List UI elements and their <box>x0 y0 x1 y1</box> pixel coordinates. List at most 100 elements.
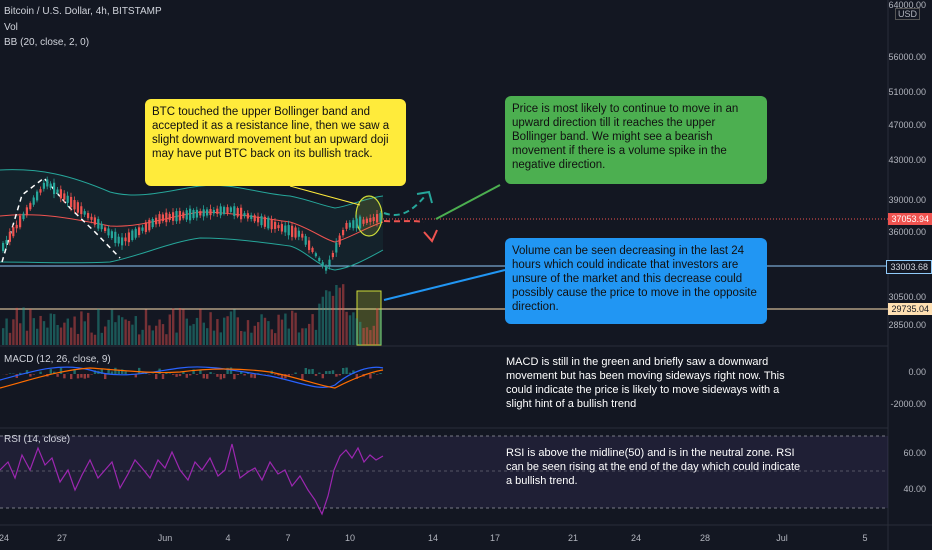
rsi-line <box>0 443 384 516</box>
macd-histogram-bar <box>195 374 199 375</box>
macd-histogram-bar <box>321 374 324 379</box>
green-annotation[interactable]: Price is most likely to continue to move… <box>505 96 767 184</box>
candle-body <box>97 218 100 229</box>
candle-body <box>236 208 239 217</box>
down-arrow-head <box>423 229 438 243</box>
bb-lower <box>0 237 384 271</box>
candle-body <box>161 214 164 222</box>
macd-histogram-bar <box>114 367 117 374</box>
candle-body <box>19 215 22 228</box>
volume-bar <box>8 332 12 345</box>
volume-bar <box>5 318 8 345</box>
candle-body <box>342 229 345 236</box>
time-axis-label: 5 <box>862 533 868 543</box>
rsi-annotation[interactable]: RSI is above the midline(50) and is in t… <box>506 447 801 487</box>
macd-histogram-bar <box>338 374 341 376</box>
macd-histogram-bar <box>379 373 382 374</box>
candle-body <box>185 210 188 220</box>
volume-bar <box>233 309 236 345</box>
volume-bar <box>2 328 5 345</box>
volume-bar <box>100 332 103 345</box>
macd-histogram-bar <box>301 374 304 380</box>
volume-bar <box>202 322 205 345</box>
candle-body <box>29 203 32 210</box>
macd-histogram-bar <box>141 371 144 374</box>
volume-bar <box>284 313 287 345</box>
volume-bar <box>42 321 46 345</box>
candle-body <box>124 237 127 242</box>
macd-histogram-bar <box>63 374 66 379</box>
time-axis-label: 28 <box>699 533 711 543</box>
volume-indicator-label[interactable]: Vol <box>4 22 18 33</box>
volume-bar <box>70 327 73 345</box>
volume-bar <box>12 319 15 345</box>
time-axis-label: 21 <box>567 533 579 543</box>
macd-histogram-bar <box>199 370 202 374</box>
macd-histogram-bar <box>294 372 297 374</box>
volume-bar <box>236 317 239 345</box>
bollinger-fill <box>0 169 383 270</box>
volume-bar <box>15 307 18 345</box>
macd-histogram-bar <box>314 374 318 376</box>
currency-badge[interactable]: USD <box>894 8 920 20</box>
candle-body <box>104 227 107 232</box>
macd-indicator-label[interactable]: MACD (12, 26, close, 9) <box>4 354 111 365</box>
candle-body <box>49 183 52 188</box>
price-scale-label: 47000.00 <box>888 120 926 130</box>
candle-body <box>277 225 280 229</box>
candle-body <box>110 231 113 239</box>
price-scale-label: 51000.00 <box>888 87 926 97</box>
volume-bar <box>314 329 318 345</box>
volume-bar <box>46 327 49 345</box>
macd-histogram-bar <box>189 374 192 376</box>
candle-body <box>66 195 69 203</box>
macd-histogram-bar <box>331 370 335 374</box>
macd-histogram-bar <box>175 374 178 377</box>
volume-bar <box>372 325 375 345</box>
candle-body <box>212 209 215 214</box>
macd-histogram-bar <box>352 370 355 374</box>
blue-annotation[interactable]: Volume can be seen decreasing in the las… <box>505 238 767 324</box>
volume-bar <box>114 322 117 345</box>
candle-body <box>73 200 76 210</box>
candle-body <box>301 233 304 238</box>
candle-body <box>138 227 141 236</box>
candle-body <box>355 218 358 229</box>
price-scale-label: 28500.00 <box>888 320 926 330</box>
rsi-indicator-label[interactable]: RSI (14, close) <box>4 434 71 445</box>
volume-bar <box>22 307 25 345</box>
macd-histogram-bar <box>250 374 253 378</box>
candle-body <box>42 182 45 189</box>
macd-histogram-bar <box>284 374 287 379</box>
yellow-annotation[interactable]: BTC touched the upper Bollinger band and… <box>145 99 406 186</box>
time-axis-label: 24 <box>630 533 642 543</box>
macd-histogram-bar <box>87 374 90 378</box>
macd-histogram-bar <box>185 374 188 378</box>
volume-bar <box>294 312 297 345</box>
price-scale-label: 56000.00 <box>888 52 926 62</box>
macd-histogram-bar <box>110 371 114 374</box>
volume-bar <box>97 308 100 345</box>
candle-body <box>134 228 137 238</box>
candle-body <box>365 218 368 223</box>
candle-body <box>141 227 144 231</box>
macd-histogram-bar <box>345 367 348 374</box>
symbol-title[interactable]: Bitcoin / U.S. Dollar, 4h, BITSTAMP <box>4 6 162 17</box>
candle-body <box>22 213 25 220</box>
bollinger-indicator-label[interactable]: BB (20, close, 2, 0) <box>4 37 90 48</box>
volume-bar <box>161 324 165 345</box>
candle-body <box>46 179 49 187</box>
volume-bar <box>291 310 294 345</box>
macd-histogram-bar <box>39 371 42 374</box>
volume-bar <box>219 332 222 345</box>
candle-body <box>287 225 290 236</box>
macd-annotation[interactable]: MACD is still in the green and briefly s… <box>506 356 785 410</box>
volume-bar <box>223 317 226 345</box>
candle-body <box>121 237 124 246</box>
macd-histogram-bar <box>73 368 76 374</box>
candle-body <box>70 196 73 208</box>
candle-body <box>127 232 130 243</box>
green-connector <box>435 184 501 220</box>
candle-body <box>274 221 277 229</box>
